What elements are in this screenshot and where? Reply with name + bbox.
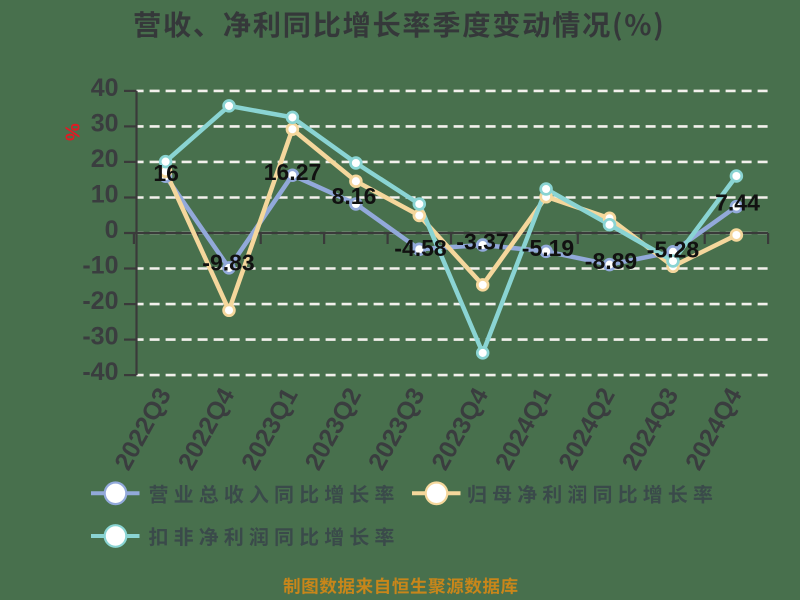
svg-text:30: 30 — [91, 109, 119, 137]
svg-text:-9.83: -9.83 — [202, 250, 254, 276]
svg-text:16.27: 16.27 — [264, 159, 322, 185]
svg-text:10: 10 — [91, 181, 119, 209]
svg-text:-5.28: -5.28 — [647, 237, 700, 263]
svg-text:0: 0 — [105, 216, 119, 244]
svg-text:-10: -10 — [82, 252, 118, 280]
svg-text:20: 20 — [91, 145, 119, 173]
svg-text:8.16: 8.16 — [332, 183, 377, 209]
svg-text:-40: -40 — [82, 358, 118, 386]
svg-text:%: % — [61, 123, 83, 141]
svg-text:-20: -20 — [82, 287, 118, 315]
svg-text:-4.58: -4.58 — [394, 235, 447, 261]
svg-text:-3.37: -3.37 — [456, 229, 508, 255]
svg-text:-8.89: -8.89 — [585, 248, 637, 274]
svg-text:16: 16 — [153, 160, 179, 186]
svg-text:-30: -30 — [82, 323, 118, 351]
svg-text:7.44: 7.44 — [715, 190, 760, 216]
svg-text:40: 40 — [91, 74, 119, 102]
svg-text:-5.19: -5.19 — [522, 235, 574, 261]
